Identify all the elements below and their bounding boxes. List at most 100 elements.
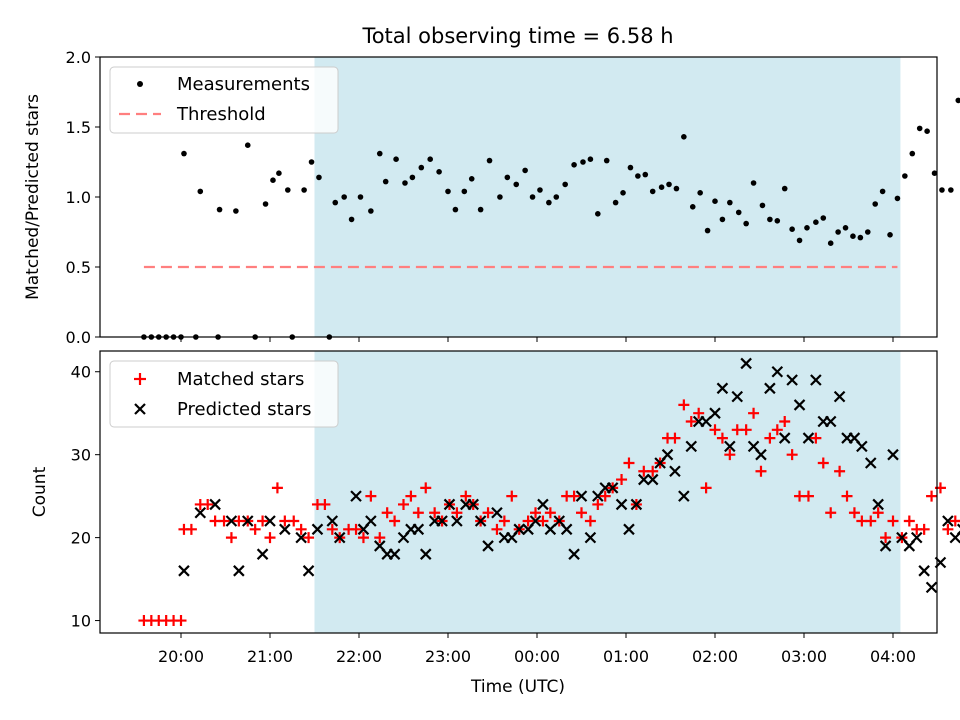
matched-star-point: [880, 532, 892, 544]
matched-star-point: [576, 507, 587, 519]
predicted-star-point: [584, 531, 597, 544]
predicted-star-point: [956, 523, 960, 536]
matched-star-point: [303, 532, 315, 544]
predicted-star-point: [326, 515, 339, 527]
count-panel: 10 20 30 40 20:00 21:00 22:00 23:00 00:00 01:00 0…: [30, 350, 960, 666]
matched-star-point: [429, 507, 441, 519]
x-tick-label: 04:00: [870, 647, 916, 666]
matched-star-point: [623, 457, 635, 469]
chart-title: Total observing time = 6.58 h: [361, 24, 673, 48]
measurement-point: [681, 134, 687, 140]
measurement-point: [553, 194, 560, 200]
predicted-star-point: [513, 523, 525, 536]
matched-star-point: [482, 507, 494, 519]
matched-star-point: [942, 523, 954, 535]
predicted-star-point: [436, 515, 448, 527]
predicted-star-point: [194, 506, 207, 519]
ratio-panel: 0.00.51.01.52.0 Matched/Predicted stars …: [23, 48, 960, 347]
matched-star-point: [506, 490, 518, 502]
matched-star-point: [825, 507, 837, 519]
top-x-ticks: [180, 337, 894, 342]
measurement-point: [750, 180, 757, 186]
matched-star-point: [841, 490, 853, 502]
matched-star-point: [616, 474, 628, 486]
measurement-point: [233, 208, 239, 214]
matched-star-point: [834, 465, 846, 477]
measurement-point: [620, 190, 626, 196]
matched-star-point: [405, 490, 417, 502]
matched-star-point: [537, 515, 549, 527]
top-shaded-span: [314, 57, 901, 337]
matched-star-point: [249, 523, 261, 535]
predicted-star-point: [209, 498, 221, 511]
measurement-point: [308, 159, 315, 165]
top-y-ticks: 0.0 0.5 1.0 1.5 2.0: [66, 48, 100, 347]
predicted-star-point: [491, 506, 503, 519]
measurement-point: [529, 194, 536, 200]
predicted-star-point: [451, 515, 463, 527]
predicted-star-point: [482, 540, 494, 552]
predicted-star-point: [755, 448, 767, 461]
predicted-star-point: [700, 415, 712, 428]
matched-star-point: [451, 507, 463, 519]
measurement-point: [497, 194, 503, 200]
measurement-point: [262, 201, 269, 207]
predicted-star-point: [544, 523, 557, 536]
matched-star-point: [350, 523, 362, 535]
measurement-point: [774, 218, 781, 224]
matched-star-point: [740, 424, 752, 436]
matched-star-point: [412, 507, 424, 519]
predicted-star-point: [606, 482, 619, 494]
matched-star-point: [810, 432, 822, 444]
measurement-point: [341, 194, 347, 200]
legend-predicted-label: Predicted stars: [177, 399, 311, 420]
predicted-star-point: [615, 498, 628, 511]
matched-star-point: [175, 615, 187, 627]
measurement-point: [727, 199, 733, 206]
predicted-star-point: [864, 457, 877, 469]
measurement-point: [909, 150, 916, 157]
measurement-point: [332, 199, 339, 206]
matched-star-point: [926, 490, 938, 502]
predicted-star-point: [333, 531, 346, 544]
measurement-point: [216, 206, 223, 213]
bottom-y-tick-label: 40: [71, 363, 91, 382]
measurement-point: [595, 211, 601, 217]
matched-star-point: [599, 490, 611, 502]
measurement-point: [409, 174, 416, 181]
measurement-point: [513, 181, 520, 188]
matched-star-point: [685, 416, 697, 427]
matched-star-point: [326, 523, 338, 535]
matched-star-point: [374, 532, 386, 544]
x-tick-label: 22:00: [336, 647, 382, 666]
measurement-point: [673, 185, 680, 192]
predicted-star-point: [295, 531, 307, 544]
measurement-point: [357, 194, 364, 200]
matched-star-point: [786, 449, 798, 461]
top-y-tick-label: 0.5: [66, 258, 91, 277]
matched-star-point: [568, 490, 580, 502]
predicted-star-point: [918, 565, 930, 577]
legend-predicted-marker: [134, 403, 146, 415]
measurement-point: [376, 150, 383, 157]
x-axis-label: Time (UTC): [470, 677, 565, 697]
measurement-point: [796, 237, 803, 244]
top-y-tick-label: 2.0: [66, 48, 91, 67]
predicted-star-point: [887, 448, 899, 461]
measurement-point: [857, 234, 864, 241]
measurement-point: [301, 187, 307, 193]
top-legend: Measurements Threshold: [109, 66, 339, 134]
measurement-point: [894, 195, 901, 202]
predicted-star-point: [724, 440, 736, 453]
top-y-tick-label: 0.0: [66, 328, 91, 347]
legend-measurements-label: Measurements: [177, 74, 310, 95]
predicted-star-point: [630, 498, 643, 511]
measurement-point: [587, 156, 594, 162]
matched-star-point: [491, 523, 503, 535]
predicted-star-point: [793, 399, 806, 411]
predicted-star-point: [560, 523, 573, 536]
measurement-point: [461, 188, 468, 195]
predicted-star-point: [771, 365, 784, 378]
matched-star-point: [779, 416, 791, 427]
matched-star-point: [865, 515, 877, 527]
